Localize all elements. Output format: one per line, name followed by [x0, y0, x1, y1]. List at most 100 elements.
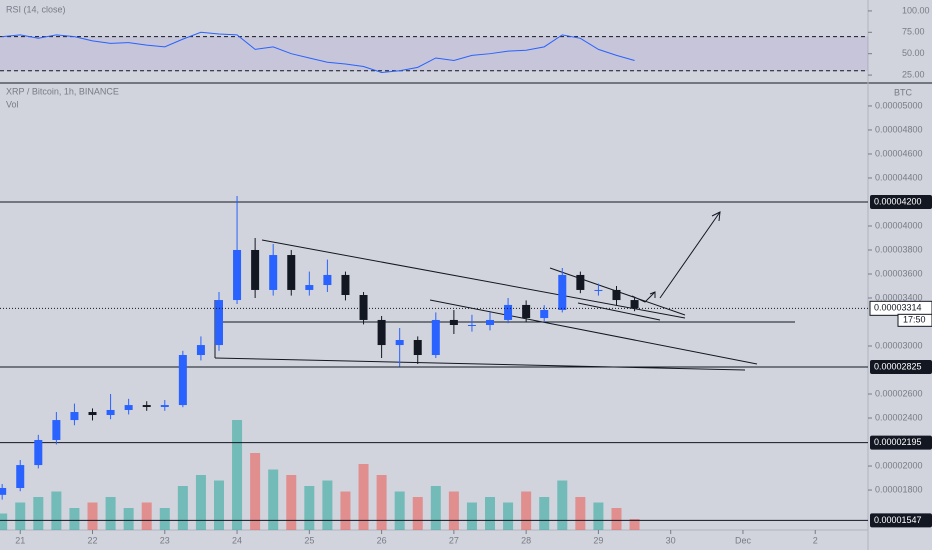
candle-body [0, 487, 7, 495]
countdown: 17:50 [903, 315, 926, 325]
candle-body [269, 255, 278, 290]
candle-body [16, 465, 25, 488]
candle-body [34, 439, 43, 466]
volume-bar [232, 420, 243, 530]
candle-body [70, 412, 79, 421]
x-tick-label: 26 [377, 535, 387, 545]
level-label: 0.00002825 [874, 361, 922, 371]
volume-label: Vol [6, 99, 19, 109]
y-tick-label: 0.00003600 [875, 268, 923, 278]
rsi-tick-label: 25.00 [902, 69, 925, 79]
candle-body [88, 412, 97, 416]
candle-body [431, 319, 440, 356]
candle-body [323, 274, 332, 286]
volume-bar [593, 502, 604, 530]
y-tick-label: 0.00004400 [875, 172, 923, 182]
y-tick-label: 0.00003400 [875, 292, 923, 302]
candle-body [106, 409, 115, 416]
rsi-tick-label: 100.00 [902, 5, 930, 15]
volume-bar [213, 480, 224, 530]
x-tick-label: 2 [813, 535, 818, 545]
x-tick-label: 27 [449, 535, 459, 545]
arrow-head [649, 291, 656, 298]
volume-bar [322, 480, 333, 530]
candle-body [413, 340, 422, 356]
volume-bar [394, 491, 405, 530]
volume-bar [376, 475, 387, 530]
y-tick-label: 0.00004800 [875, 124, 923, 134]
rsi-tick-label: 75.00 [902, 27, 925, 37]
arrow-path [659, 211, 721, 299]
candle-body [486, 319, 495, 326]
volume-bar [448, 491, 459, 530]
x-tick-label: 29 [593, 535, 603, 545]
candle-body [377, 319, 386, 346]
candle-body [359, 294, 368, 320]
volume-bar [87, 502, 98, 530]
candle-body [504, 304, 513, 320]
y-tick-label: 0.00002600 [875, 388, 923, 398]
level-label: 0.00001547 [874, 515, 922, 525]
x-tick-label: Dec [735, 535, 752, 545]
y-tick-label: 0.00002400 [875, 412, 923, 422]
y-tick-label: 0.00001800 [875, 484, 923, 494]
volume-bar [51, 491, 62, 530]
candle-body [52, 420, 61, 440]
volume-bar [340, 491, 351, 530]
y-tick-label: 0.00004000 [875, 220, 923, 230]
level-label-box [870, 435, 932, 450]
volume-bar [485, 497, 496, 530]
trend-line [261, 239, 686, 319]
candle-body [612, 289, 621, 301]
arrow-path [631, 291, 656, 303]
volume-bar [503, 502, 514, 530]
volume-bar [430, 486, 441, 530]
arrow-head [711, 211, 721, 222]
x-tick-label: 23 [160, 535, 170, 545]
volume-bar [539, 497, 550, 530]
rsi-title: RSI (14, close) [6, 4, 66, 14]
volume-bar [521, 491, 532, 530]
y-tick-label: 0.00003000 [875, 340, 923, 350]
candle-body [305, 285, 314, 290]
volume-bar [466, 502, 477, 530]
level-label-box [870, 513, 932, 528]
candle-body [522, 304, 531, 319]
level-label-box [870, 194, 932, 209]
last-price-label: 0.00003314 [874, 303, 922, 313]
y-tick-label: 0.00005000 [875, 100, 923, 110]
candle-body [196, 345, 205, 356]
volume-bar [15, 502, 26, 530]
y-tick-label: 0.00004600 [875, 148, 923, 158]
volume-bar [69, 508, 80, 530]
candle-body [576, 274, 585, 290]
candle-body [124, 405, 133, 410]
x-tick-label: 22 [88, 535, 98, 545]
volume-bar [105, 497, 116, 530]
level-label: 0.00002195 [874, 437, 922, 447]
candle-body [630, 300, 639, 309]
x-tick-label: 24 [232, 535, 242, 545]
rsi-tick-label: 50.00 [902, 48, 925, 58]
candle-body [467, 325, 476, 327]
trend-line [429, 299, 758, 365]
candle-body [594, 289, 603, 291]
rsi-band [0, 36, 868, 71]
candle-body [287, 255, 296, 290]
volume-bar [123, 508, 134, 530]
level-label: 0.00004200 [874, 196, 922, 206]
candle-body [214, 300, 223, 346]
volume-bar [141, 502, 152, 530]
volume-bar [575, 497, 586, 530]
volume-bar [33, 497, 44, 530]
chart-title: XRP / Bitcoin, 1h, BINANCE [6, 86, 119, 96]
y-tick-label: 0.00003800 [875, 244, 923, 254]
trend-line [214, 357, 746, 371]
volume-bar [159, 508, 170, 530]
candle-body [142, 405, 151, 407]
volume-bar [611, 508, 622, 530]
volume-bar [195, 475, 206, 530]
currency: BTC [894, 87, 913, 97]
candle-body [558, 274, 567, 311]
